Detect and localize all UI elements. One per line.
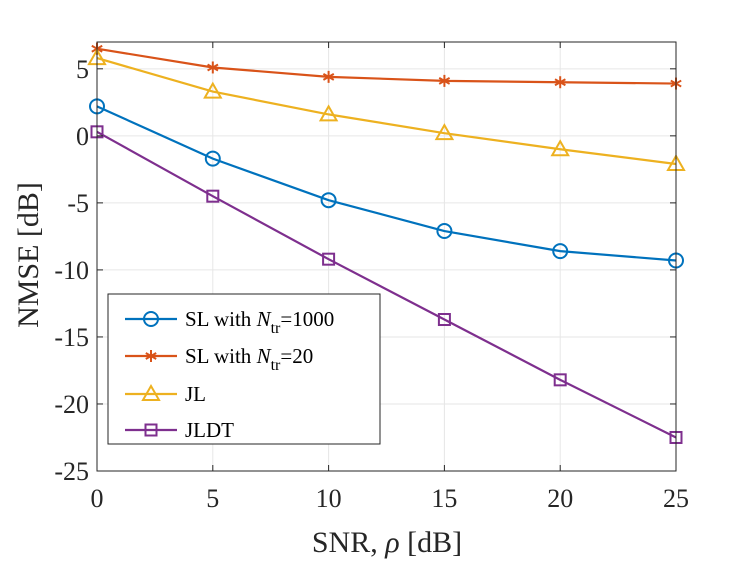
data-point-s3-1 xyxy=(206,189,220,203)
data-point-s0-4 xyxy=(552,243,569,260)
series-line-1 xyxy=(96,47,677,85)
x-tick-label-1: 5 xyxy=(206,484,219,513)
y-tick-label-5: -20 xyxy=(54,390,89,419)
series-line-3 xyxy=(96,130,677,439)
y-tick-label-1: 0 xyxy=(76,122,89,151)
data-point-s3-3 xyxy=(437,313,451,327)
data-point-s2-1 xyxy=(203,81,223,99)
x-axis-label-symbol: ρ xyxy=(384,526,399,559)
data-point-s0-3 xyxy=(436,223,453,240)
x-tick-label-5: 25 xyxy=(663,484,689,513)
x-tick-label-4: 20 xyxy=(547,484,573,513)
data-point-s0-1 xyxy=(204,150,221,167)
legend-label-2: JL xyxy=(185,382,206,406)
y-tick-label-2: -5 xyxy=(67,189,89,218)
axis-ticks: 0 5 10 15 20 25 5 0 -5 -10 -15 -20 -25 xyxy=(54,42,689,513)
y-tick-label-6: -25 xyxy=(54,457,89,486)
data-point-s1-1 xyxy=(207,61,219,74)
legend: SL with Ntr=1000 SL with Ntr=20 JL JLDT xyxy=(107,293,381,445)
x-axis-label-suffix: [dB] xyxy=(400,526,463,559)
x-tick-label-3: 15 xyxy=(431,484,457,513)
data-point-s0-2 xyxy=(320,192,337,209)
legend-entry-3: JLDT xyxy=(125,418,234,442)
legend-marker-0 xyxy=(143,311,159,327)
legend-marker-2 xyxy=(141,383,161,401)
data-point-s2-4 xyxy=(550,139,570,157)
legend-entry-2: JL xyxy=(125,382,206,406)
x-axis-label: SNR, ρ [dB] xyxy=(312,526,462,559)
data-point-s3-2 xyxy=(322,252,336,266)
data-point-s2-3 xyxy=(434,123,455,141)
x-tick-label-2: 10 xyxy=(316,484,342,513)
data-point-s3-4 xyxy=(553,373,567,387)
y-tick-label-3: -10 xyxy=(54,256,89,285)
legend-entry-0: SL with Ntr=1000 xyxy=(125,307,334,337)
legend-marker-1 xyxy=(145,350,157,362)
data-point-s1-2 xyxy=(322,70,335,83)
plot-area-frame xyxy=(96,41,677,472)
legend-label-3: JLDT xyxy=(185,418,234,442)
data-point-s1-3 xyxy=(438,74,451,87)
data-point-s2-2 xyxy=(318,104,339,122)
series-line-2 xyxy=(96,57,677,166)
y-tick-label-4: -15 xyxy=(54,323,89,352)
legend-entry-1: SL with Ntr=20 xyxy=(125,344,313,374)
x-tick-label-0: 0 xyxy=(91,484,104,513)
legend-label-0: SL with Ntr=1000 xyxy=(185,307,334,337)
series-3 xyxy=(90,125,683,444)
series-2 xyxy=(87,48,686,171)
legend-label-1: SL with Ntr=20 xyxy=(185,344,313,374)
y-tick-label-0: 5 xyxy=(76,55,89,84)
y-axis-label: NMSE [dB] xyxy=(12,182,45,328)
legend-marker-3 xyxy=(144,423,158,437)
series-line-0 xyxy=(96,105,677,262)
data-point-s1-4 xyxy=(554,76,566,89)
x-axis-label-prefix: SNR, xyxy=(312,526,385,559)
